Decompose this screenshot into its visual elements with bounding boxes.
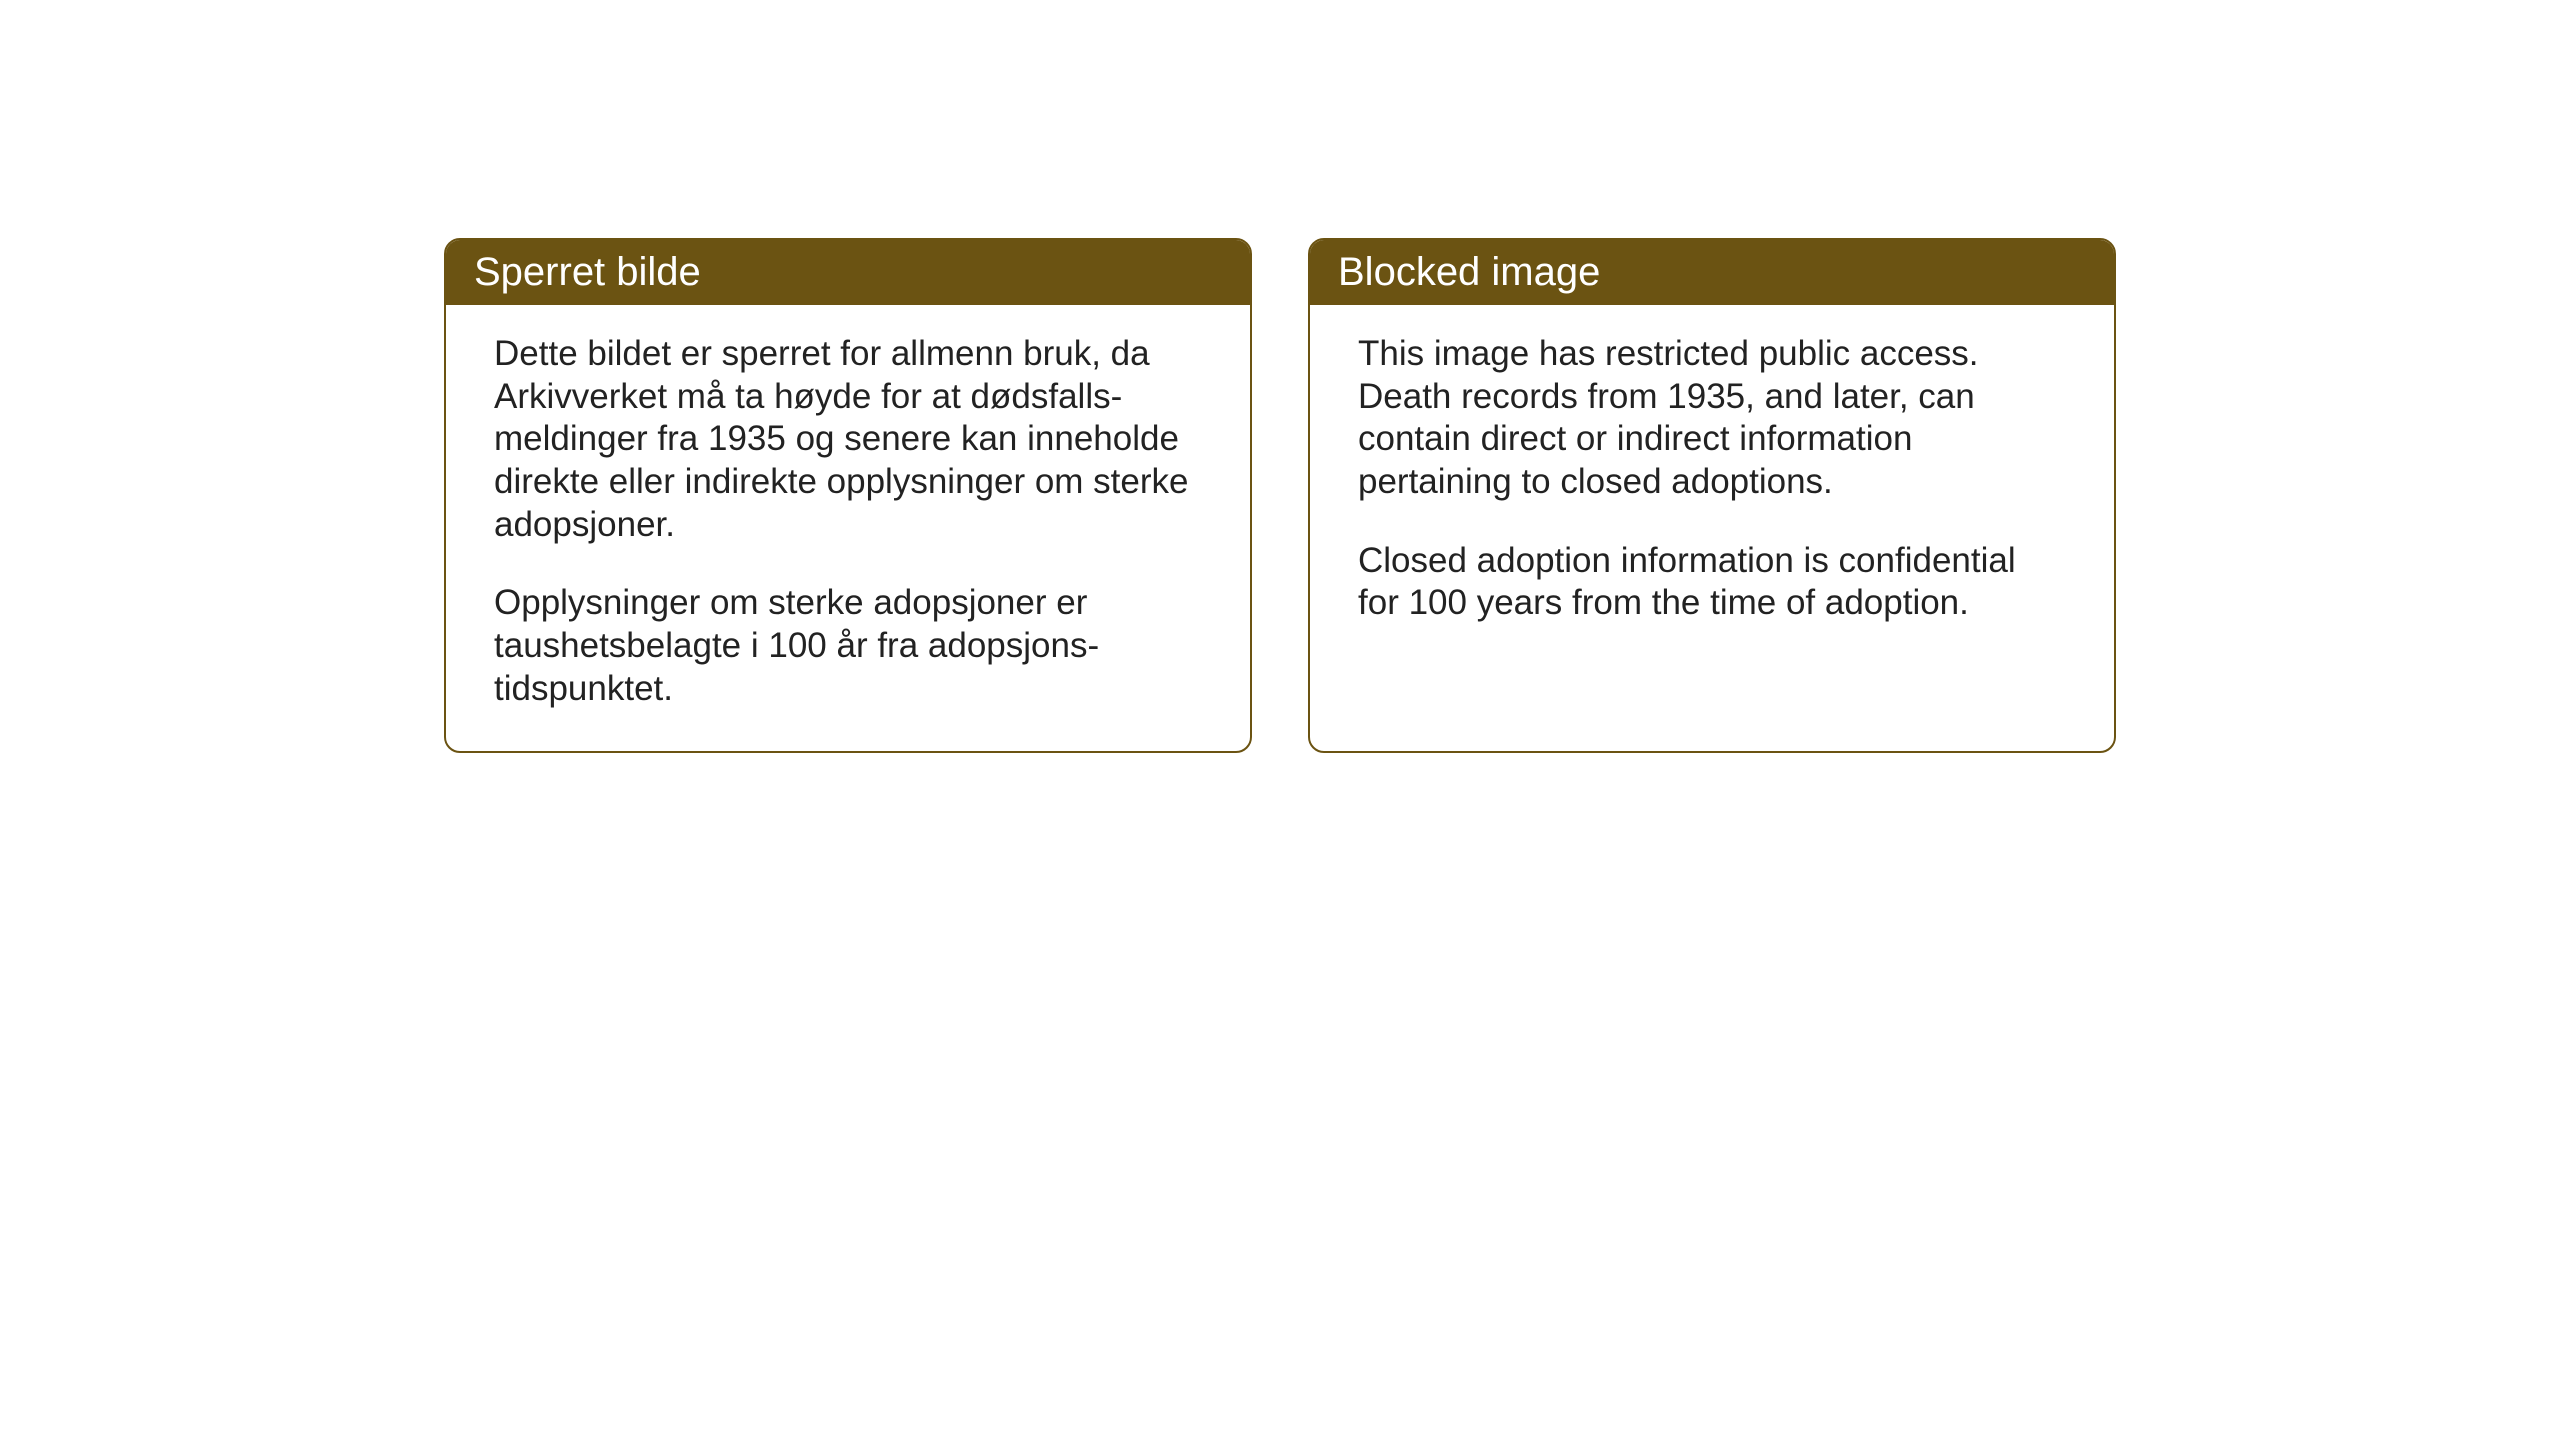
card-norwegian-paragraph-1: Dette bildet er sperret for allmenn bruk… <box>494 333 1202 546</box>
cards-container: Sperret bilde Dette bildet er sperret fo… <box>444 238 2116 753</box>
card-english-paragraph-2: Closed adoption information is confident… <box>1358 540 2066 625</box>
card-english: Blocked image This image has restricted … <box>1308 238 2116 753</box>
card-norwegian-paragraph-2: Opplysninger om sterke adopsjoner er tau… <box>494 582 1202 710</box>
card-english-title: Blocked image <box>1338 250 1600 294</box>
card-english-body: This image has restricted public access.… <box>1310 305 2114 665</box>
card-norwegian-body: Dette bildet er sperret for allmenn bruk… <box>446 305 1250 751</box>
card-norwegian-header: Sperret bilde <box>446 240 1250 305</box>
card-english-paragraph-1: This image has restricted public access.… <box>1358 333 2066 504</box>
card-english-header: Blocked image <box>1310 240 2114 305</box>
card-norwegian: Sperret bilde Dette bildet er sperret fo… <box>444 238 1252 753</box>
card-norwegian-title: Sperret bilde <box>474 250 701 294</box>
